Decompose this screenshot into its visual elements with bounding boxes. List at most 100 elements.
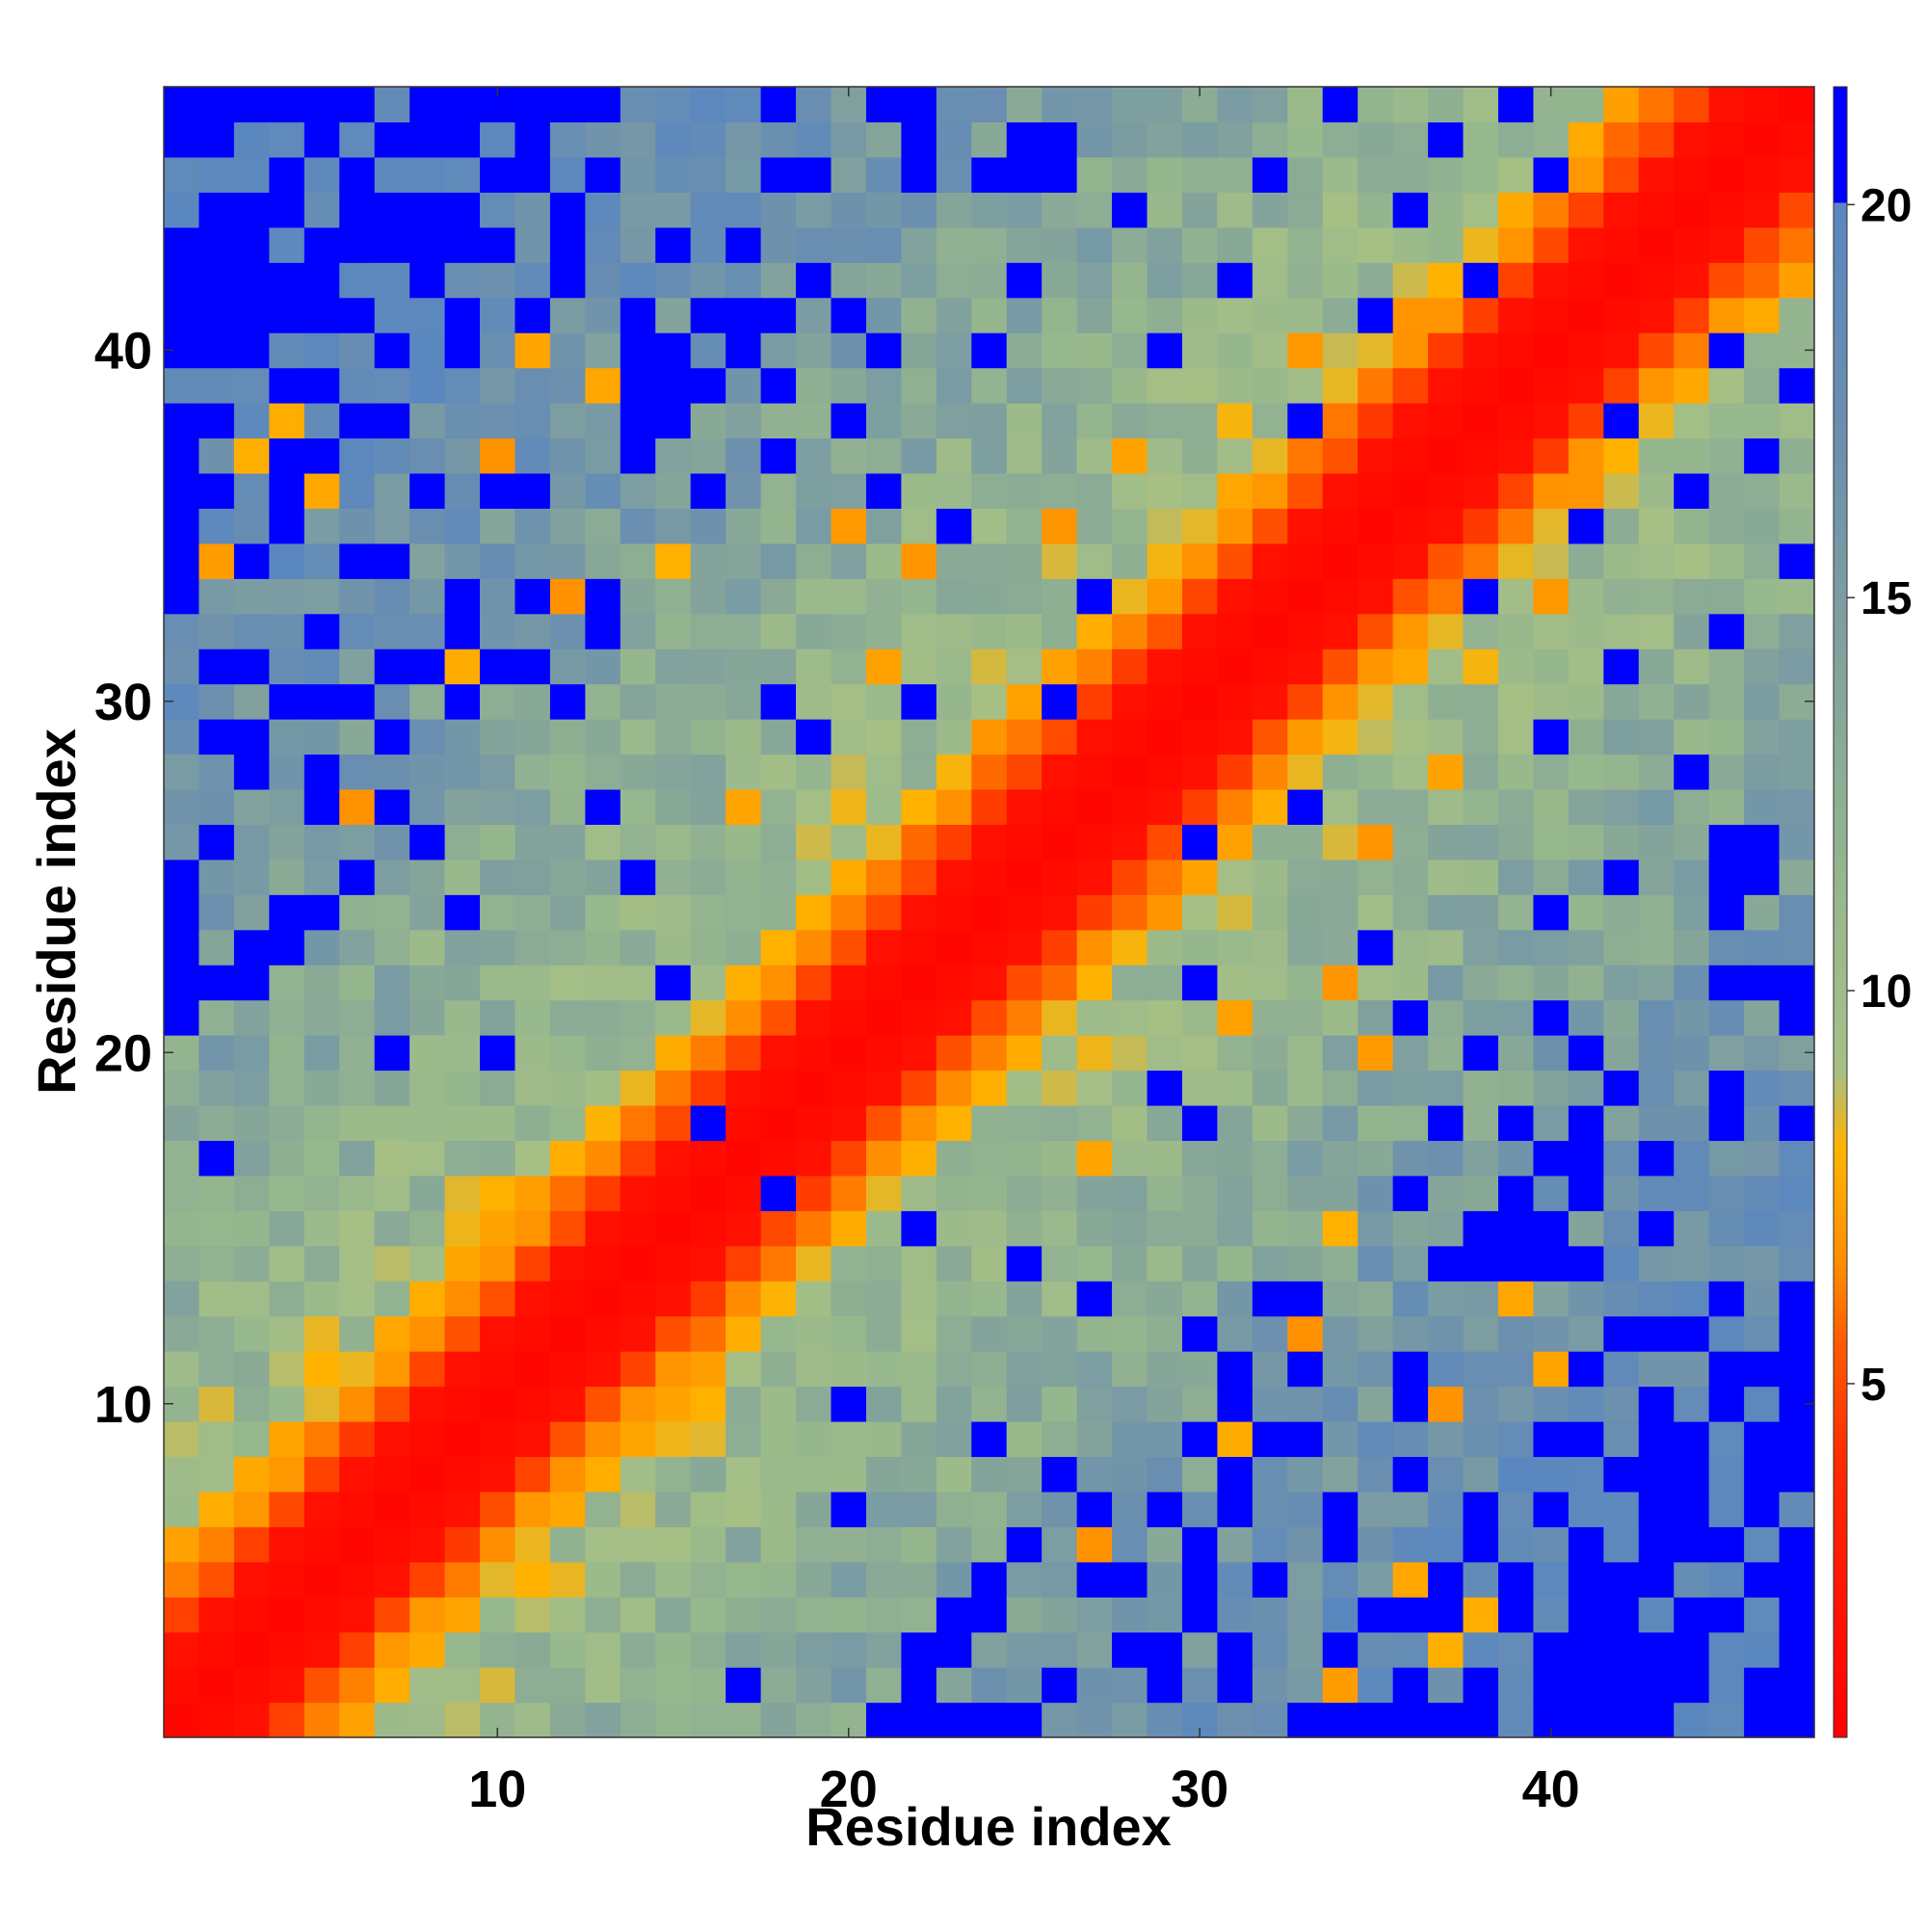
heatmap-cell	[1497, 1420, 1535, 1458]
heatmap-cell	[726, 87, 762, 123]
heatmap-cell	[515, 297, 551, 333]
heatmap-cell	[1533, 1104, 1570, 1142]
heatmap-cell	[1217, 121, 1254, 158]
heatmap-cell	[233, 332, 270, 369]
heatmap-cell	[901, 508, 937, 544]
heatmap-cell	[1638, 824, 1675, 860]
heatmap-cell	[1428, 262, 1465, 299]
colorbar-segment	[1834, 590, 1847, 599]
heatmap-cell	[1708, 121, 1745, 158]
heatmap-cell	[1358, 1420, 1394, 1458]
heatmap-cell	[1463, 578, 1499, 615]
heatmap-cell	[726, 332, 762, 369]
heatmap-cell	[198, 1281, 235, 1317]
heatmap-cell	[1428, 1351, 1465, 1388]
heatmap-cell	[1428, 87, 1465, 123]
heatmap-cell	[1603, 156, 1640, 193]
heatmap-cell	[1463, 156, 1499, 193]
heatmap-cell	[269, 1667, 305, 1704]
heatmap-cell	[760, 332, 797, 369]
heatmap-cell	[1744, 1597, 1781, 1633]
heatmap-cell	[1779, 262, 1815, 299]
heatmap-cell	[1638, 999, 1675, 1036]
heatmap-cell	[1744, 613, 1781, 649]
heatmap-cell	[233, 192, 270, 228]
heatmap-cell	[1322, 472, 1359, 509]
heatmap-cell	[1568, 859, 1604, 895]
heatmap-cell	[233, 824, 270, 860]
heatmap-cell	[760, 1351, 797, 1388]
heatmap-cell	[1568, 1245, 1604, 1282]
heatmap-cell	[760, 1420, 797, 1458]
heatmap-cell	[1428, 1386, 1465, 1422]
colorbar-segment	[1834, 384, 1847, 393]
heatmap-cell	[726, 754, 762, 790]
heatmap-cell	[1638, 1491, 1675, 1527]
heatmap-cell	[198, 226, 235, 263]
heatmap-cell	[164, 1245, 200, 1282]
heatmap-cell	[1042, 192, 1078, 228]
heatmap-cell	[831, 754, 867, 790]
heatmap-cell	[690, 367, 726, 404]
heatmap-cell	[1463, 1526, 1499, 1563]
heatmap-cell	[1006, 1667, 1043, 1704]
heatmap-cell	[1042, 1456, 1078, 1493]
heatmap-cell	[1638, 543, 1675, 579]
heatmap-cell	[1252, 1526, 1288, 1563]
y-tick-label: 40	[94, 322, 152, 380]
heatmap-cell	[1181, 1175, 1219, 1211]
heatmap-cell	[233, 156, 270, 193]
heatmap-cell	[444, 226, 481, 263]
heatmap-cell	[1217, 1631, 1254, 1668]
heatmap-cell	[198, 1667, 235, 1704]
heatmap-cell	[936, 824, 972, 860]
heatmap-cell	[444, 788, 481, 825]
heatmap-cell	[1006, 1035, 1043, 1072]
heatmap-cell	[233, 1210, 270, 1247]
heatmap-cell	[1392, 367, 1429, 404]
heatmap-cell	[1568, 754, 1604, 790]
heatmap-cell	[549, 788, 586, 825]
heatmap-cell	[409, 719, 446, 755]
heatmap-cell	[480, 472, 516, 509]
heatmap-cell	[1779, 965, 1815, 1001]
heatmap-cell	[726, 1245, 762, 1282]
heatmap-cell	[1217, 578, 1254, 615]
heatmap-cell	[1428, 508, 1465, 544]
heatmap-cell	[1568, 508, 1604, 544]
heatmap-cell	[936, 1491, 972, 1527]
heatmap-cell	[796, 508, 832, 544]
heatmap-cell	[1708, 1561, 1745, 1598]
heatmap-cell	[1358, 1315, 1394, 1352]
heatmap-cell	[549, 1456, 586, 1493]
heatmap-cell	[1252, 367, 1288, 404]
heatmap-cell	[1392, 719, 1429, 755]
heatmap-cell	[198, 894, 235, 931]
heatmap-cell	[164, 121, 200, 158]
heatmap-cell	[655, 1035, 692, 1072]
heatmap-cell	[444, 1035, 481, 1072]
heatmap-cell	[936, 578, 972, 615]
heatmap-cell	[585, 156, 621, 193]
heatmap-cell	[409, 1667, 446, 1704]
heatmap-cell	[374, 859, 410, 895]
heatmap-cell	[269, 1386, 305, 1422]
colorbar-segment	[1834, 1275, 1847, 1284]
heatmap-cell	[760, 297, 797, 333]
heatmap-cell	[1779, 87, 1815, 123]
colorbar-segment	[1834, 1671, 1847, 1681]
heatmap-cell	[796, 403, 832, 439]
heatmap-cell	[655, 192, 692, 228]
heatmap-cell	[971, 1631, 1008, 1668]
heatmap-cell	[1076, 1491, 1113, 1527]
heatmap-cell	[936, 543, 972, 579]
heatmap-cell	[515, 156, 551, 193]
heatmap-cell	[374, 999, 410, 1036]
heatmap-cell	[760, 894, 797, 931]
heatmap-cell	[1463, 859, 1499, 895]
heatmap-cell	[480, 648, 516, 685]
heatmap-cell	[1533, 156, 1570, 193]
heatmap-cell	[1042, 87, 1078, 123]
heatmap-cell	[304, 719, 340, 755]
heatmap-cell	[374, 437, 410, 474]
